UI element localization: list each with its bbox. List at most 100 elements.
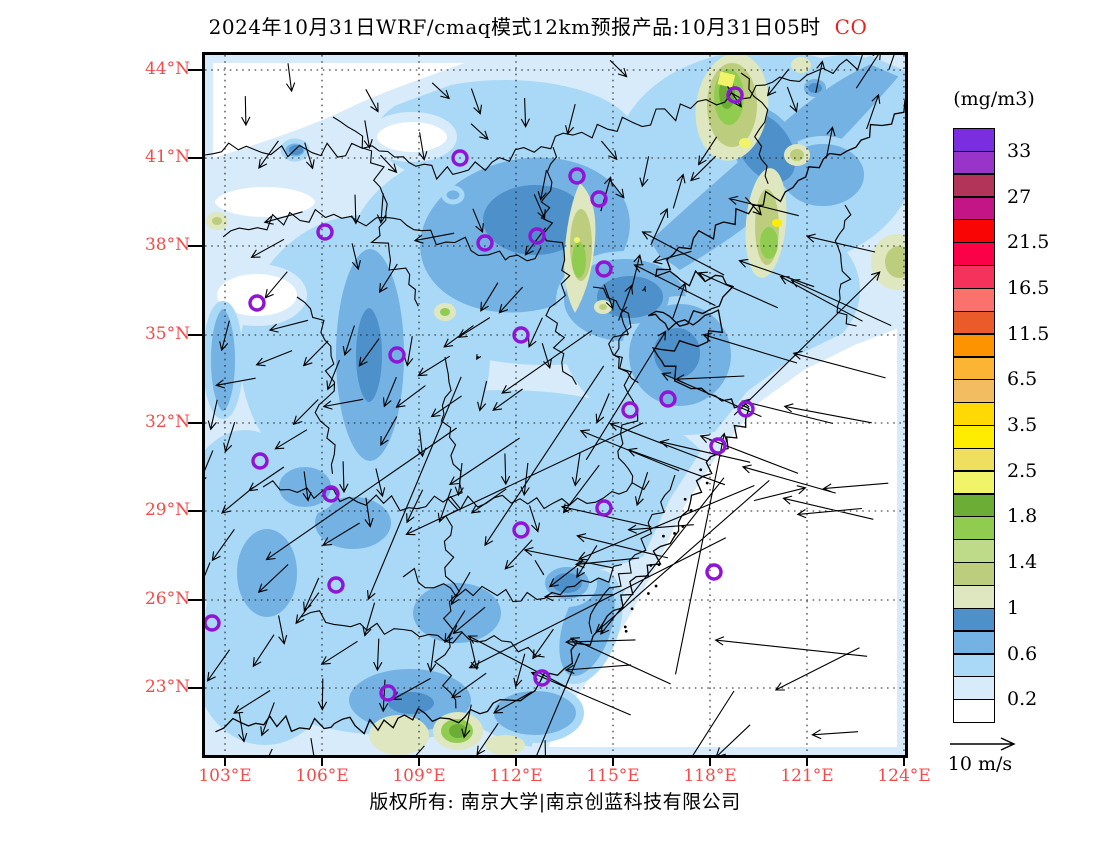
legend-swatch bbox=[953, 219, 995, 243]
city-marker bbox=[595, 260, 613, 278]
legend-swatch bbox=[953, 173, 995, 198]
lat-tick bbox=[188, 687, 202, 689]
title-text: 2024年10月31日WRF/cmaq模式12km预报产品:10月31日05时 bbox=[208, 15, 821, 39]
city-marker bbox=[533, 669, 551, 687]
legend-swatch bbox=[953, 516, 995, 541]
legend-value: 2.5 bbox=[1007, 459, 1038, 482]
lon-label: 118°E bbox=[683, 766, 737, 786]
wind-reference-label: 10 m/s bbox=[947, 753, 1013, 775]
city-marker bbox=[476, 234, 494, 252]
legend-units: (mg/m3) bbox=[953, 88, 1035, 110]
lon-tick bbox=[612, 758, 614, 766]
lat-tick bbox=[188, 510, 202, 512]
legend-swatch bbox=[953, 310, 995, 335]
legend-swatch bbox=[953, 356, 995, 381]
lon-label: 103°E bbox=[198, 766, 252, 786]
legend-swatch bbox=[953, 196, 995, 221]
lon-label: 112°E bbox=[489, 766, 543, 786]
city-marker bbox=[726, 86, 744, 104]
legend-swatch bbox=[953, 150, 995, 175]
city-marker bbox=[327, 576, 345, 594]
lon-label: 121°E bbox=[780, 766, 834, 786]
lat-tick bbox=[188, 245, 202, 247]
city-marker bbox=[705, 563, 723, 581]
city-marker bbox=[322, 485, 340, 503]
lat-label: 38°N bbox=[144, 235, 190, 255]
city-marker bbox=[451, 149, 469, 167]
city-marker bbox=[512, 521, 530, 539]
legend-swatch bbox=[953, 242, 995, 266]
city-marker bbox=[659, 390, 677, 408]
lon-tick bbox=[418, 758, 420, 766]
lon-tick bbox=[903, 758, 905, 766]
lat-tick bbox=[188, 422, 202, 424]
wind-vectors bbox=[205, 55, 895, 755]
city-marker bbox=[512, 326, 530, 344]
city-marker bbox=[737, 400, 755, 418]
city-marker bbox=[248, 294, 266, 312]
legend-swatch bbox=[953, 630, 995, 655]
title-species-label: CO bbox=[834, 15, 868, 39]
legend-swatch bbox=[953, 265, 995, 289]
lat-tick bbox=[188, 334, 202, 336]
lat-tick bbox=[188, 157, 202, 159]
city-marker bbox=[205, 614, 221, 632]
lat-label: 32°N bbox=[144, 412, 190, 432]
legend-value: 21.5 bbox=[1007, 231, 1050, 254]
city-marker bbox=[568, 167, 586, 185]
lat-label: 35°N bbox=[144, 324, 190, 344]
map-frame bbox=[202, 52, 908, 758]
legend-value: 0.6 bbox=[1007, 642, 1038, 665]
concentration-band-high bbox=[289, 79, 826, 720]
lon-tick bbox=[709, 758, 711, 766]
legend-value: 11.5 bbox=[1007, 322, 1050, 345]
legend-value: 16.5 bbox=[1007, 276, 1050, 299]
lat-label: 41°N bbox=[144, 147, 190, 167]
legend-swatch bbox=[953, 379, 995, 403]
city-marker bbox=[528, 227, 546, 245]
lon-tick bbox=[321, 758, 323, 766]
legend-swatch bbox=[953, 562, 995, 586]
lon-label: 106°E bbox=[295, 766, 349, 786]
lat-tick bbox=[188, 599, 202, 601]
legend-swatch bbox=[953, 287, 995, 312]
city-marker bbox=[621, 401, 639, 419]
city-marker bbox=[709, 437, 727, 455]
city-markers bbox=[205, 86, 755, 702]
legend-swatch bbox=[953, 128, 995, 152]
lat-label: 44°N bbox=[144, 59, 190, 79]
lon-tick bbox=[515, 758, 517, 766]
city-marker bbox=[316, 223, 334, 241]
color-scale-legend: 33 27 21.5 16.5 11.5 6.5 3.5 2.5 1.8 1.4 1 0.6 0.2 bbox=[953, 128, 1083, 723]
page-title: 2024年10月31日WRF/cmaq模式12km预报产品:10月31日05时 C… bbox=[0, 11, 1076, 40]
legend-swatch bbox=[953, 653, 995, 678]
legend-swatch bbox=[953, 676, 995, 700]
lon-label: 115°E bbox=[586, 766, 640, 786]
legend-swatch bbox=[953, 699, 995, 723]
legend-swatch bbox=[953, 447, 995, 472]
legend-value: 3.5 bbox=[1007, 414, 1038, 437]
city-marker bbox=[251, 452, 269, 470]
legend-swatch bbox=[953, 333, 995, 358]
legend-swatch bbox=[953, 585, 995, 609]
hotspot-zones bbox=[206, 55, 905, 755]
legend-value: 0.2 bbox=[1007, 688, 1038, 711]
lon-tick bbox=[224, 758, 226, 766]
forecast-map bbox=[205, 55, 905, 755]
city-marker bbox=[388, 346, 406, 364]
city-marker bbox=[595, 499, 613, 517]
wind-reference-arrow bbox=[950, 737, 1016, 751]
legend-swatch bbox=[953, 539, 995, 563]
legend-value: 1.8 bbox=[1007, 505, 1038, 528]
lat-label: 23°N bbox=[144, 677, 190, 697]
lat-label: 26°N bbox=[144, 589, 190, 609]
legend-swatch bbox=[953, 607, 995, 632]
lon-tick bbox=[806, 758, 808, 766]
legend-swatch bbox=[953, 425, 995, 449]
legend-value: 33 bbox=[1007, 139, 1032, 162]
legend-value: 6.5 bbox=[1007, 368, 1038, 391]
lon-label: 124°E bbox=[877, 766, 931, 786]
legend-value: 1 bbox=[1007, 596, 1020, 619]
legend-swatch bbox=[953, 470, 995, 495]
